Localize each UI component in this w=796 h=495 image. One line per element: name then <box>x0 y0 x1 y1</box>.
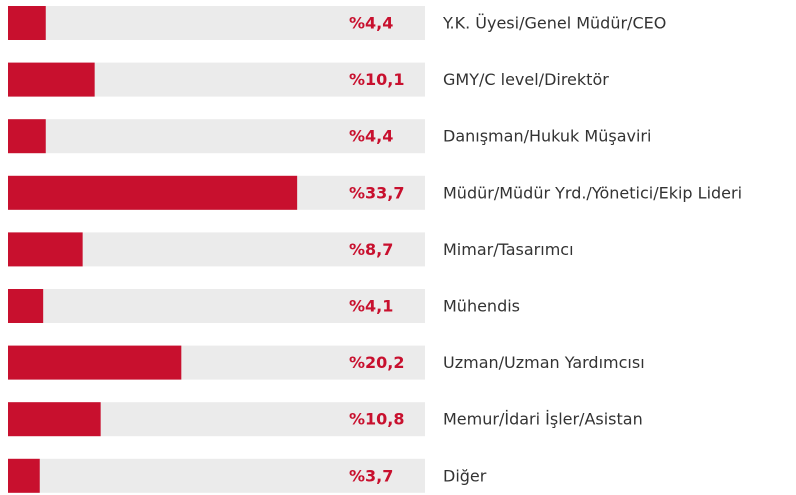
category-label: Müdür/Müdür Yrd./Yönetici/Ekip Lideri <box>443 183 742 202</box>
bar <box>8 119 46 154</box>
bar-track <box>8 119 425 154</box>
data-label: %33,7 <box>349 183 405 202</box>
data-label: %20,2 <box>349 353 405 372</box>
bar-track <box>8 458 425 493</box>
bar <box>8 289 44 323</box>
data-label: %10,1 <box>349 70 405 89</box>
category-label: Mimar/Tasarımcı <box>443 240 574 259</box>
bar <box>8 6 46 40</box>
bar <box>8 232 83 267</box>
data-label: %3,7 <box>349 466 393 485</box>
bar-track <box>8 289 425 323</box>
bar <box>8 458 40 493</box>
bar <box>8 345 182 380</box>
category-label: Mühendis <box>443 297 520 316</box>
bar <box>8 62 95 97</box>
bar <box>8 402 101 437</box>
data-label: %10,8 <box>349 410 405 429</box>
data-label: %8,7 <box>349 240 393 259</box>
data-label: %4,4 <box>349 127 393 146</box>
category-label: GMY/C level/Direktör <box>443 70 609 89</box>
data-label: %4,4 <box>349 14 393 33</box>
bar-track <box>8 6 425 40</box>
category-label: Uzman/Uzman Yardımcısı <box>443 353 645 372</box>
category-label: Y.K. Üyesi/Genel Müdür/CEO <box>442 14 666 33</box>
bar <box>8 175 298 210</box>
category-label: Danışman/Hukuk Müşaviri <box>443 127 651 146</box>
category-label: Memur/İdari İşler/Asistan <box>443 410 643 429</box>
data-label: %4,1 <box>349 297 393 316</box>
category-label: Diğer <box>443 466 487 485</box>
